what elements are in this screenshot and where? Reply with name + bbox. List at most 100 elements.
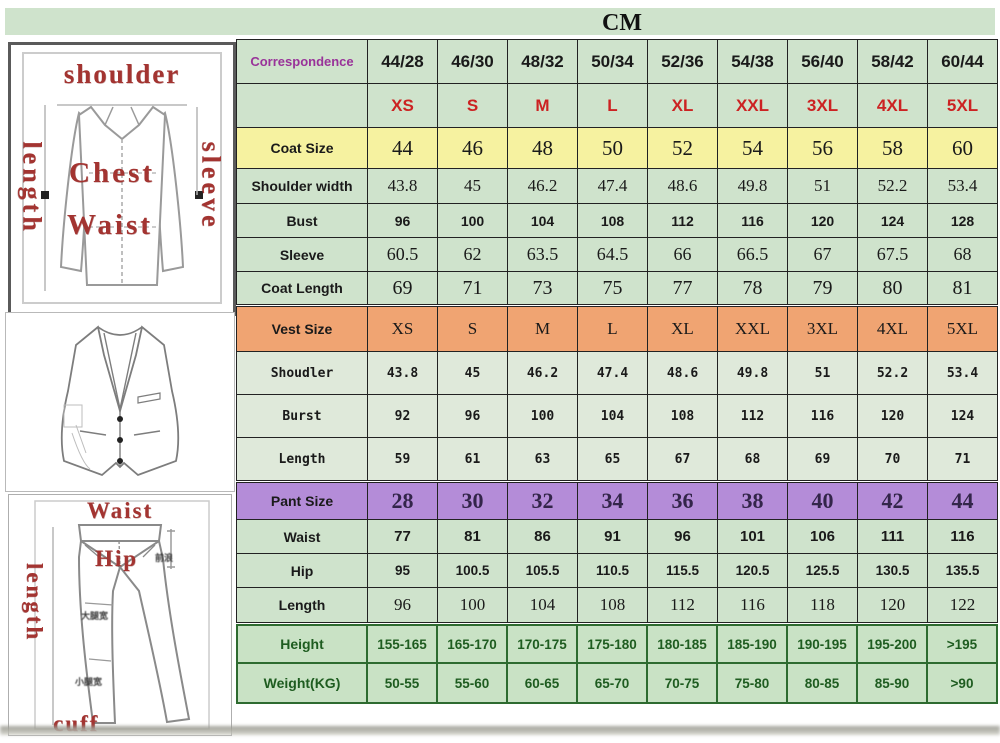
table-cell: 71	[927, 437, 998, 481]
table-cell: 49.8	[717, 351, 788, 395]
table-cell: 165-170	[436, 624, 508, 664]
table-cell: 100	[437, 203, 508, 238]
row-cells: 59 61 63 65 67 68 69 70 71	[367, 437, 998, 481]
table-cell: 108	[577, 203, 648, 238]
row-cells: 44 46 48 50 52 54 56 58 60	[367, 127, 998, 169]
table-row-correspondence: Correspondence 44/28 46/30 48/32 50/34 52/36…	[236, 39, 998, 84]
table-cell: 34	[577, 482, 648, 520]
jacket-shoulder-label: shoulder	[63, 59, 181, 89]
table-cell: 60.5	[367, 237, 438, 272]
table-cell: 67	[647, 437, 718, 481]
row-cells: 43.8 45 46.2 47.4 48.6 49.8 51 52.2 53.4	[367, 168, 998, 204]
table-row-pant-waist: Waist 77 81 86 91 96 101 106 111 116	[236, 519, 998, 554]
table-cell: 54/38	[717, 39, 788, 84]
table-cell: 68	[927, 237, 998, 272]
table-cell: 116	[927, 519, 998, 554]
table-cell: XS	[367, 83, 438, 128]
table-cell: 92	[367, 394, 438, 438]
vest-sketch	[60, 325, 180, 477]
row-cells: 44/28 46/30 48/32 50/34 52/36 54/38 56/40 58/42…	[367, 39, 998, 84]
table-cell: 75-80	[716, 662, 788, 704]
table-cell: 116	[717, 587, 788, 623]
table-cell: 108	[577, 587, 648, 623]
table-row-bust: Bust 96 100 104 108 112 116 120 124 128	[236, 203, 998, 238]
table-cell: 66.5	[717, 237, 788, 272]
table-cell: 54	[717, 127, 788, 169]
table-cell: 58	[857, 127, 928, 169]
table-cell: 55-60	[436, 662, 508, 704]
table-cell: 190-195	[786, 624, 858, 664]
table-cell: 53.4	[927, 168, 998, 204]
table-cell: 116	[787, 394, 858, 438]
table-cell: 71	[437, 271, 508, 305]
table-cell: 81	[927, 271, 998, 305]
table-cell: 104	[577, 394, 648, 438]
table-cell: 155-165	[366, 624, 438, 664]
table-cell: 130.5	[857, 553, 928, 588]
table-cell: 116	[717, 203, 788, 238]
table-cell: 50	[577, 127, 648, 169]
table-cell: M	[507, 306, 578, 352]
table-cell: 5XL	[927, 306, 998, 352]
table-cell: 28	[367, 482, 438, 520]
table-row-vest-size: Vest Size XS S M L XL XXL 3XL 4XL 5XL	[236, 306, 998, 352]
table-cell: 32	[507, 482, 578, 520]
table-row-pant-hip: Hip 95 100.5 105.5 110.5 115.5 120.5 125.5 130.…	[236, 553, 998, 588]
table-cell: 91	[577, 519, 648, 554]
table-cell: 56	[787, 127, 858, 169]
table-cell: 95	[367, 553, 438, 588]
table-cell: 111	[857, 519, 928, 554]
pants-length-label: length	[22, 562, 48, 643]
table-cell: L	[577, 83, 648, 128]
table-cell: >90	[926, 662, 998, 704]
table-cell: 59	[367, 437, 438, 481]
table-row-vest-bust: Burst 92 96 100 104 108 112 116 120 124	[236, 394, 998, 438]
table-cell: 49.8	[717, 168, 788, 204]
table-cell: S	[437, 306, 508, 352]
table-row-vest-shoulder: Shoudler 43.8 45 46.2 47.4 48.6 49.8 51 52.2 53.…	[236, 351, 998, 395]
table-cell: 77	[647, 271, 718, 305]
row-label: Weight(KG)	[236, 662, 368, 704]
row-label: Pant Size	[236, 482, 368, 520]
table-cell: 70	[857, 437, 928, 481]
row-cells: 28 30 32 34 36 38 40 42 44	[367, 482, 998, 520]
table-cell: 124	[927, 394, 998, 438]
table-cell: 4XL	[857, 306, 928, 352]
row-label: Length	[236, 437, 368, 481]
table-cell: 180-185	[646, 624, 718, 664]
row-label: Shoudler	[236, 351, 368, 395]
table-cell: 46	[437, 127, 508, 169]
table-cell: 53.4	[927, 351, 998, 395]
table-cell: 48/32	[507, 39, 578, 84]
table-cell: 80	[857, 271, 928, 305]
table-cell: 120.5	[717, 553, 788, 588]
table-cell: XXL	[717, 306, 788, 352]
table-cell: 47.4	[577, 168, 648, 204]
table-row-coat-size: Coat Size 44 46 48 50 52 54 56 58 60	[236, 127, 998, 169]
table-cell: 63	[507, 437, 578, 481]
pants-calf-annotation: 小腿宽	[75, 677, 103, 687]
table-cell: 61	[437, 437, 508, 481]
table-cell: L	[577, 306, 648, 352]
row-cells: XS S M L XL XXL 3XL 4XL 5XL	[367, 83, 998, 128]
table-cell: 46.2	[507, 351, 578, 395]
row-cells: 69 71 73 75 77 78 79 80 81	[367, 271, 998, 305]
table-cell: 86	[507, 519, 578, 554]
table-cell: 96	[647, 519, 718, 554]
table-cell: 46/30	[437, 39, 508, 84]
unit-header-band: CM	[5, 8, 995, 36]
pants-diagram: Waist length Hip cuff 前浪 大腿宽 小腿宽	[8, 494, 232, 736]
jacket-length-label: length	[17, 141, 47, 235]
row-label: Waist	[236, 519, 368, 554]
row-cells: 77 81 86 91 96 101 106 111 116	[367, 519, 998, 554]
table-cell: 112	[647, 203, 718, 238]
table-cell: 122	[927, 587, 998, 623]
pants-sketch	[34, 500, 210, 730]
table-cell: 51	[787, 168, 858, 204]
table-cell: 70-75	[646, 662, 718, 704]
table-cell: 75	[577, 271, 648, 305]
table-cell: 56/40	[787, 39, 858, 84]
table-cell: 43.8	[367, 351, 438, 395]
table-cell: 52/36	[647, 39, 718, 84]
jacket-sketch	[22, 52, 222, 304]
